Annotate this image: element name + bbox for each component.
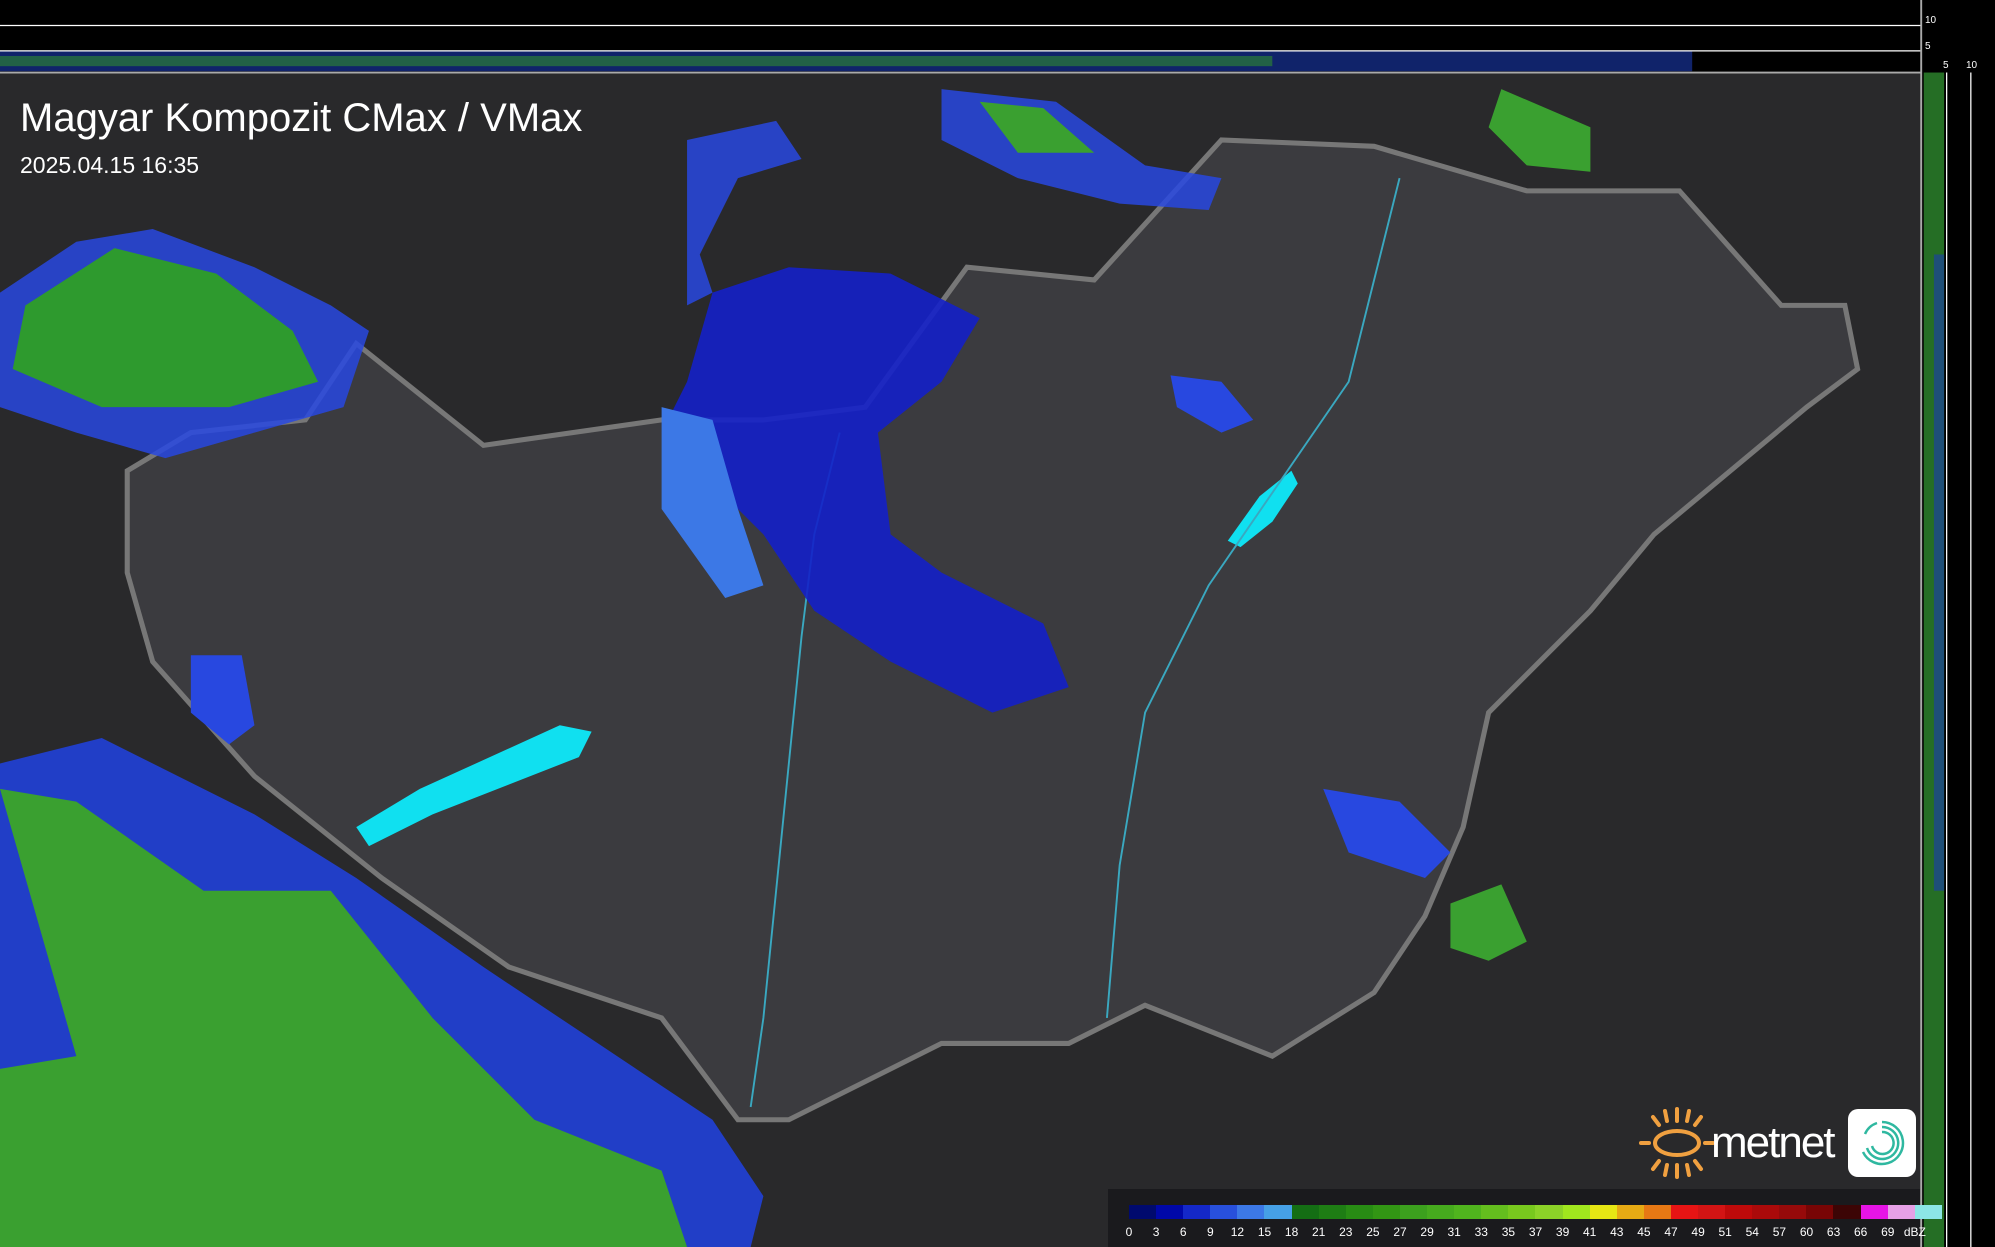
lake-tisza — [1227, 470, 1298, 548]
legend-swatch — [1399, 1205, 1428, 1219]
map-title: Magyar Kompozit CMax / VMax — [20, 96, 583, 140]
legend-swatch — [1833, 1205, 1861, 1219]
metnet-logo: metnet — [1637, 1105, 1916, 1181]
legend-swatch — [1481, 1205, 1509, 1219]
legend-value-label: 6 — [1179, 1225, 1187, 1239]
legend-swatch — [1291, 1205, 1319, 1219]
legend-value-label: 33 — [1474, 1225, 1488, 1239]
legend-swatch — [1725, 1205, 1753, 1219]
legend-swatch — [1454, 1205, 1482, 1219]
legend-value-label: 54 — [1745, 1225, 1759, 1239]
legend-swatch — [1264, 1205, 1292, 1219]
legend-value-label: 23 — [1339, 1225, 1353, 1239]
legend-swatch — [1318, 1205, 1346, 1219]
legend-swatch — [1129, 1205, 1157, 1219]
legend-value-label: 43 — [1610, 1225, 1624, 1239]
legend-value-label: 0 — [1125, 1225, 1133, 1239]
app-icon — [1847, 1109, 1916, 1177]
legend-swatch — [1643, 1205, 1671, 1219]
legend-value-label: 39 — [1555, 1225, 1570, 1239]
legend-value-label: 66 — [1854, 1225, 1868, 1239]
legend-swatch — [1860, 1205, 1888, 1219]
legend-value-label: 25 — [1366, 1225, 1380, 1239]
legend-value-label: 41 — [1583, 1225, 1597, 1239]
legend-swatch — [1887, 1205, 1915, 1219]
legend-value-label: 37 — [1528, 1225, 1543, 1239]
legend-swatch — [1670, 1205, 1698, 1219]
legend-value-label: 69 — [1881, 1225, 1895, 1239]
right-profile-echoes-blue — [1933, 254, 1945, 891]
legend-value-label: 47 — [1664, 1225, 1678, 1239]
legend-swatch — [1697, 1205, 1726, 1219]
legend-swatch — [1345, 1205, 1373, 1219]
legend-swatch — [1156, 1205, 1184, 1219]
legend-swatches — [1129, 1205, 1942, 1219]
legend-swatch — [1752, 1205, 1780, 1219]
legend-value-label: 31 — [1447, 1225, 1461, 1239]
legend-swatch — [1535, 1205, 1563, 1219]
legend-swatch — [1562, 1205, 1590, 1219]
river-tisza — [1105, 177, 1401, 1019]
legend-value-label: 21 — [1312, 1225, 1326, 1239]
legend-value-label: 51 — [1718, 1225, 1732, 1239]
legend-value-label: 12 — [1230, 1225, 1245, 1239]
legend-value-label: 15 — [1257, 1225, 1272, 1239]
legend-value-label: 49 — [1691, 1225, 1705, 1239]
legend-value-label: 29 — [1420, 1225, 1434, 1239]
map-timestamp: 2025.04.15 16:35 — [20, 152, 200, 178]
vertical-tick-label: 10 — [1925, 15, 1937, 26]
legend-swatch — [1779, 1205, 1807, 1219]
horizontal-tick-label: 10 — [1966, 60, 1978, 71]
precipitation-echoes — [0, 89, 1591, 1247]
legend-swatch — [1210, 1205, 1238, 1219]
legend-swatch — [1237, 1205, 1265, 1219]
legend-swatch — [1372, 1205, 1400, 1219]
vertical-tick-label: 5 — [1925, 41, 1931, 52]
legend-value-label: 27 — [1393, 1225, 1407, 1239]
lake-balaton — [356, 725, 592, 847]
dbz-color-legend: 0 3 6 9 12 15 18 21 23 25 27 29 31 33 35 37 39 41 43 45 47 49… — [1108, 1189, 1942, 1247]
legend-labels: 0 3 6 9 12 15 18 21 23 25 27 29 31 33 35 37 39 41 43 45 47 49… — [1108, 1225, 1926, 1241]
legend-unit-label: dBZ — [1903, 1225, 1926, 1239]
legend-value-label: 45 — [1637, 1225, 1651, 1239]
legend-value-label: 9 — [1206, 1225, 1214, 1239]
top-profile-echoes-green — [0, 55, 1273, 67]
legend-swatch — [1616, 1205, 1644, 1219]
legend-swatch — [1183, 1205, 1211, 1219]
horizontal-tick-label: 5 — [1943, 60, 1949, 71]
legend-value-label: 3 — [1152, 1225, 1160, 1239]
legend-swatch — [1589, 1205, 1617, 1219]
legend-swatch — [1508, 1205, 1536, 1219]
legend-value-label: 18 — [1284, 1225, 1299, 1239]
sun-logo-icon — [1639, 1107, 1715, 1179]
legend-swatch — [1806, 1205, 1834, 1219]
legend-swatch — [1914, 1205, 1942, 1219]
legend-value-label: 35 — [1501, 1225, 1516, 1239]
legend-value-label: 57 — [1772, 1225, 1787, 1239]
legend-value-label: 63 — [1826, 1225, 1841, 1239]
logo-text: metnet — [1711, 1118, 1836, 1167]
legend-swatch — [1427, 1205, 1455, 1219]
legend-value-label: 60 — [1799, 1225, 1814, 1239]
swirl-icon — [1861, 1120, 1904, 1166]
